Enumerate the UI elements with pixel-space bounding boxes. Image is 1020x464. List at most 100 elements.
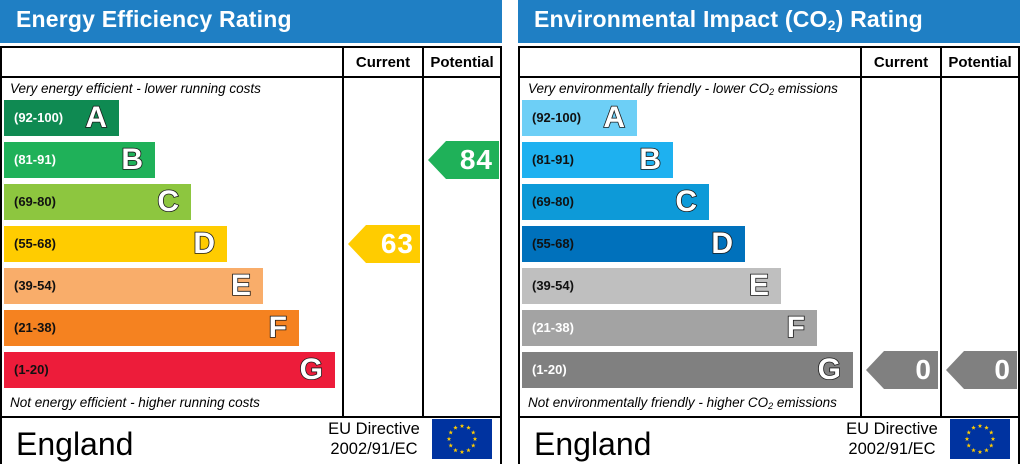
band-letter: F [786,310,806,345]
potential-rating-arrow: 84 [428,141,499,179]
arrow-shape [866,351,938,389]
arrow-shape [428,141,499,179]
rating-band-a: (92-100) A [4,100,119,136]
eu-flag-star [453,425,458,430]
column-header-current: Current [873,54,929,71]
caption-bottom-suffix: emissions [773,395,837,410]
chart-title: Environmental Impact (CO2) Rating [534,6,923,33]
footer-directive: EU Directive 2002/91/EC [322,419,426,459]
chart-frame: Current Potential Very environmentally f… [518,46,1020,464]
rating-band-a: (92-100) A [522,100,637,136]
eu-flag-icon [950,419,1010,459]
directive-line-1: EU Directive [328,420,420,438]
title-suffix: ) Rating [835,6,923,32]
band-range-label: (39-54) [14,278,56,293]
eu-flag-star [964,436,970,441]
caption-top: Very energy efficient - lower running co… [10,81,261,96]
caption-top-subscript: 2 [769,87,775,97]
title-prefix: Environmental Impact (CO [534,6,828,32]
eu-flag-star [984,425,989,430]
column-divider [860,48,862,418]
eu-flag-star [971,447,976,453]
eu-flag-star [466,447,471,453]
directive-line-1: EU Directive [846,420,938,438]
eu-flag-star [966,443,972,448]
potential-rating-value: 84 [459,144,493,175]
column-header-potential: Potential [430,54,494,71]
column-divider [940,48,942,418]
band-range-label: (55-68) [532,236,574,251]
eu-flag-star [977,449,983,454]
band-letter: B [639,142,662,177]
caption-bottom-prefix: Not environmentally friendly - higher CO [528,395,769,410]
rating-band-f: (21-38) F [4,310,299,346]
footer-country: England [534,426,652,462]
band-range-label: (81-91) [14,152,56,167]
eu-flag-star [988,430,994,435]
rating-band-e: (39-54) E [4,268,263,304]
eu-flag-star [977,423,983,428]
header-divider [2,76,500,78]
directive-line-2: 2002/91/EC [330,440,418,458]
column-divider [342,48,344,418]
potential-rating-arrow: 0 [946,351,1017,389]
band-letter: B [121,142,144,177]
chart-frame: Current Potential Very energy efficient … [0,46,502,464]
rating-band-c: (69-80) C [522,184,709,220]
current-rating-arrow: 0 [866,351,938,389]
band-range-label: (21-38) [14,320,56,335]
eu-flag-star [466,425,471,430]
eu-flag-star [446,436,452,441]
band-range-label: (39-54) [532,278,574,293]
panel-header: Environmental Impact (CO2) Rating [518,0,1020,43]
title-subscript: 2 [827,17,836,33]
eu-flag-star [448,443,454,448]
eu-flag-icon [432,419,492,459]
band-letter: G [299,352,324,387]
band-range-label: (92-100) [532,110,582,125]
caption-top-prefix: Very environmentally friendly - lower CO [528,81,770,96]
band-range-label: (1-20) [532,362,567,377]
arrow-shape [946,351,1017,389]
caption-bottom-subscript: 2 [768,401,774,411]
eu-flag-star [966,430,972,435]
eu-flag-star [971,425,976,430]
rating-band-d: (55-68) D [4,226,227,262]
band-letter: F [268,310,288,345]
caption-bottom: Not environmentally friendly - higher CO… [528,395,837,411]
chart-title: Energy Efficiency Rating [16,6,292,32]
current-rating-value: 0 [915,354,932,385]
eu-flag-star [990,436,996,441]
band-letter: D [193,226,216,261]
directive-line-2: 2002/91/EC [848,440,936,458]
current-rating-arrow: 63 [348,225,420,263]
band-range-label: (21-38) [532,320,574,335]
band-range-label: (69-80) [532,194,574,209]
band-letter: E [230,268,252,303]
rating-band-d: (55-68) D [522,226,745,262]
band-letter: D [711,226,734,261]
rating-band-g: (1-20) G [4,352,335,388]
eu-flag-star [984,447,989,453]
column-header-current: Current [355,54,411,71]
footer-directive: EU Directive 2002/91/EC [840,419,944,459]
eu-flag-star [472,436,478,441]
band-letter: G [817,352,842,387]
potential-rating-value: 0 [994,354,1011,385]
rating-band-f: (21-38) F [522,310,817,346]
band-letter: C [157,184,180,219]
energy-efficiency-panel: Energy Efficiency Rating Current Potenti… [0,0,502,464]
rating-band-g: (1-20) G [522,352,853,388]
panel-header: Energy Efficiency Rating [0,0,502,43]
eu-flag-star [988,443,994,448]
eu-flag-star [470,430,476,435]
footer-country: England [16,426,134,462]
footer-divider [2,416,500,418]
band-letter: E [748,268,770,303]
header-divider [520,76,1018,78]
footer-divider [520,416,1018,418]
band-letter: A [85,100,108,135]
band-letter: C [675,184,698,219]
eu-flag-star [470,443,476,448]
column-divider [422,48,424,418]
